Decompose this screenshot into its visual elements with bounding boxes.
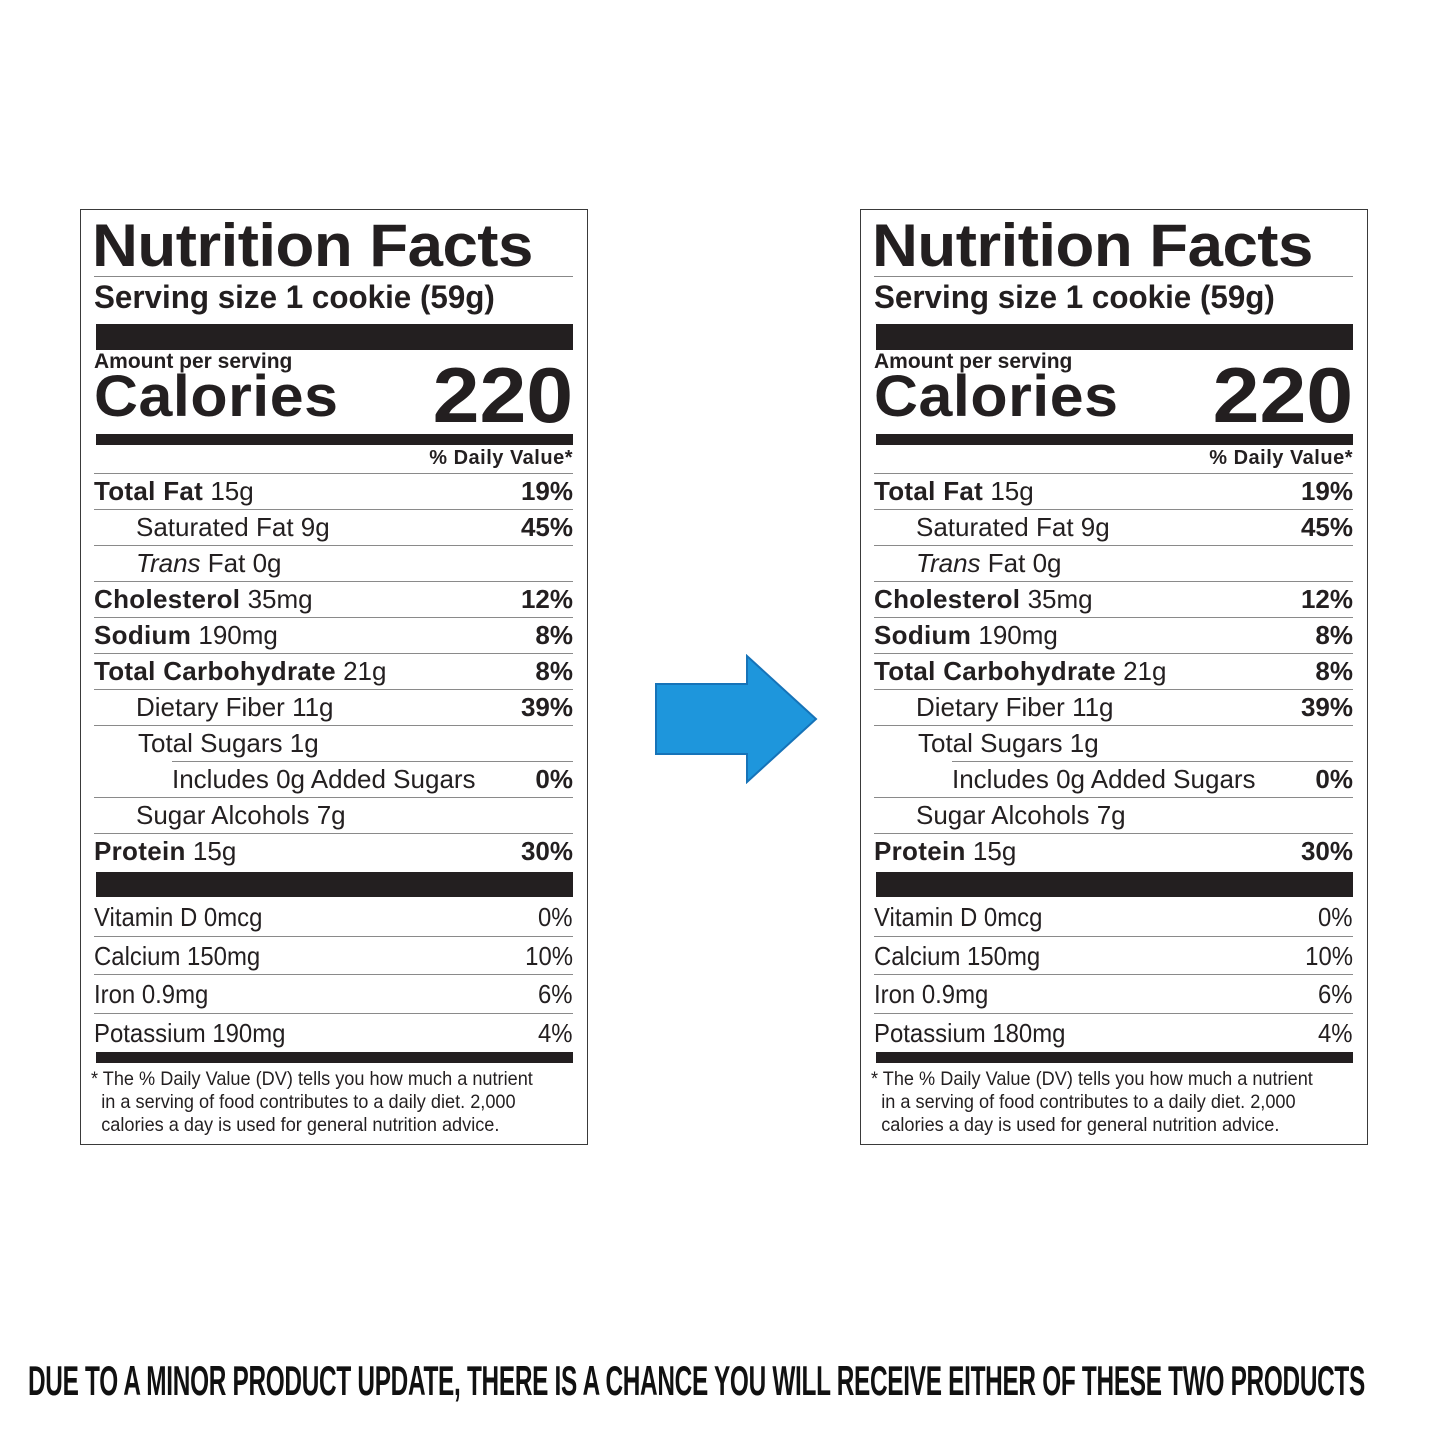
dv-percent: 45% xyxy=(520,512,573,542)
amount-per-serving: Amount per serving xyxy=(874,350,1073,373)
nutrient-list: Total Fat 15g 19% Saturated Fat 9g 45% T… xyxy=(874,473,1353,869)
divider xyxy=(94,276,573,277)
vitamin-row-potassium: Potassium 180mg 4% xyxy=(874,1017,1353,1048)
divider xyxy=(874,276,1353,277)
nutrient-row-total-fat: Total Fat 15g 19% xyxy=(94,473,573,509)
dv-percent: 12% xyxy=(520,584,573,614)
dv-percent: 0% xyxy=(535,764,573,794)
product-update-caption: DUE TO A MINOR PRODUCT UPDATE, THERE IS … xyxy=(28,1357,1365,1404)
dv-percent: 45% xyxy=(1300,512,1353,542)
dv-percent: 8% xyxy=(535,620,573,650)
nutrient-row-sodium: Sodium 190mg 8% xyxy=(94,617,573,653)
nutrient-row-total-sugars: Total Sugars 1g xyxy=(874,725,1353,761)
nutrient-row-total-fat: Total Fat 15g 19% xyxy=(874,473,1353,509)
vitamin-row-iron: Iron 0.9mg 6% xyxy=(94,975,573,1014)
nutrient-row-protein: Protein 15g 30% xyxy=(874,833,1353,869)
vitamin-row-iron: Iron 0.9mg 6% xyxy=(874,975,1353,1014)
nutrient-row-dietary-fiber: Dietary Fiber 11g 39% xyxy=(94,689,573,725)
dv-percent: 8% xyxy=(1315,620,1353,650)
nutrient-row-added-sugars: Includes 0g Added Sugars 0% xyxy=(172,761,573,797)
nutrient-row-cholesterol: Cholesterol 35mg 12% xyxy=(874,581,1353,617)
nutrient-row-sodium: Sodium 190mg 8% xyxy=(874,617,1353,653)
nutrition-label-updated: Nutrition Facts Serving size 1 cookie (5… xyxy=(860,209,1368,1145)
vitamin-row-calcium: Calcium 150mg 10% xyxy=(874,937,1353,975)
vitamin-row-vitamin-d: Vitamin D 0mcg 0% xyxy=(94,898,573,937)
nutrient-list: Total Fat 15g 19% Saturated Fat 9g 45% T… xyxy=(94,473,573,869)
nutrient-row-cholesterol: Cholesterol 35mg 12% xyxy=(94,581,573,617)
footnote: * The % Daily Value (DV) tells you how m… xyxy=(871,1068,1313,1136)
amount-per-serving: Amount per serving xyxy=(94,350,293,373)
dv-percent: 30% xyxy=(1300,836,1353,866)
thick-divider xyxy=(96,324,573,350)
vitamin-row-vitamin-d: Vitamin D 0mcg 0% xyxy=(874,898,1353,937)
nutrient-row-dietary-fiber: Dietary Fiber 11g 39% xyxy=(874,689,1353,725)
nutrient-row-sugar-alcohols: Sugar Alcohols 7g xyxy=(94,797,573,833)
dv-percent: 19% xyxy=(1300,476,1353,506)
thick-divider xyxy=(876,872,1353,897)
dv-percent: 8% xyxy=(1315,656,1353,686)
vitamin-row-potassium: Potassium 190mg 4% xyxy=(94,1017,573,1048)
serving-size: Serving size 1 cookie (59g) xyxy=(874,279,1275,315)
medium-divider xyxy=(96,1052,573,1063)
label-title: Nutrition Facts xyxy=(92,212,533,279)
nutrient-row-total-sugars: Total Sugars 1g xyxy=(94,725,573,761)
dv-percent: 39% xyxy=(1300,692,1353,722)
thick-divider xyxy=(96,872,573,897)
nutrient-row-total-carbohydrate: Total Carbohydrate 21g 8% xyxy=(94,653,573,689)
dv-percent: 19% xyxy=(520,476,573,506)
medium-divider xyxy=(96,434,573,445)
serving-size: Serving size 1 cookie (59g) xyxy=(94,279,495,315)
dv-percent: 0% xyxy=(1315,764,1353,794)
thick-divider xyxy=(876,324,1353,350)
calories-value: 220 xyxy=(432,351,573,439)
medium-divider xyxy=(876,1052,1353,1063)
nutrient-row-total-carbohydrate: Total Carbohydrate 21g 8% xyxy=(874,653,1353,689)
nutrient-row-saturated-fat: Saturated Fat 9g 45% xyxy=(94,509,573,545)
daily-value-header: % Daily Value* xyxy=(1209,447,1353,469)
vitamin-row-calcium: Calcium 150mg 10% xyxy=(94,937,573,975)
medium-divider xyxy=(876,434,1353,445)
calories-label: Calories xyxy=(94,364,339,429)
dv-percent: 12% xyxy=(1300,584,1353,614)
nutrient-row-saturated-fat: Saturated Fat 9g 45% xyxy=(874,509,1353,545)
nutrient-row-sugar-alcohols: Sugar Alcohols 7g xyxy=(874,797,1353,833)
calories-label: Calories xyxy=(874,364,1119,429)
nutrient-row-added-sugars: Includes 0g Added Sugars 0% xyxy=(952,761,1353,797)
vitamin-list: Vitamin D 0mcg 0% Calcium 150mg 10% Iron… xyxy=(874,898,1353,1052)
nutrition-label-original: Nutrition Facts Serving size 1 cookie (5… xyxy=(80,209,588,1145)
nutrient-row-trans-fat: Trans Fat 0g xyxy=(874,545,1353,581)
dv-percent: 30% xyxy=(520,836,573,866)
arrow-right-icon xyxy=(655,654,818,784)
label-title: Nutrition Facts xyxy=(872,212,1313,279)
dv-percent: 8% xyxy=(535,656,573,686)
nutrient-row-protein: Protein 15g 30% xyxy=(94,833,573,869)
vitamin-list: Vitamin D 0mcg 0% Calcium 150mg 10% Iron… xyxy=(94,898,573,1052)
footnote: * The % Daily Value (DV) tells you how m… xyxy=(91,1068,533,1136)
calories-value: 220 xyxy=(1212,351,1353,439)
dv-percent: 39% xyxy=(520,692,573,722)
nutrient-row-trans-fat: Trans Fat 0g xyxy=(94,545,573,581)
daily-value-header: % Daily Value* xyxy=(429,447,573,469)
